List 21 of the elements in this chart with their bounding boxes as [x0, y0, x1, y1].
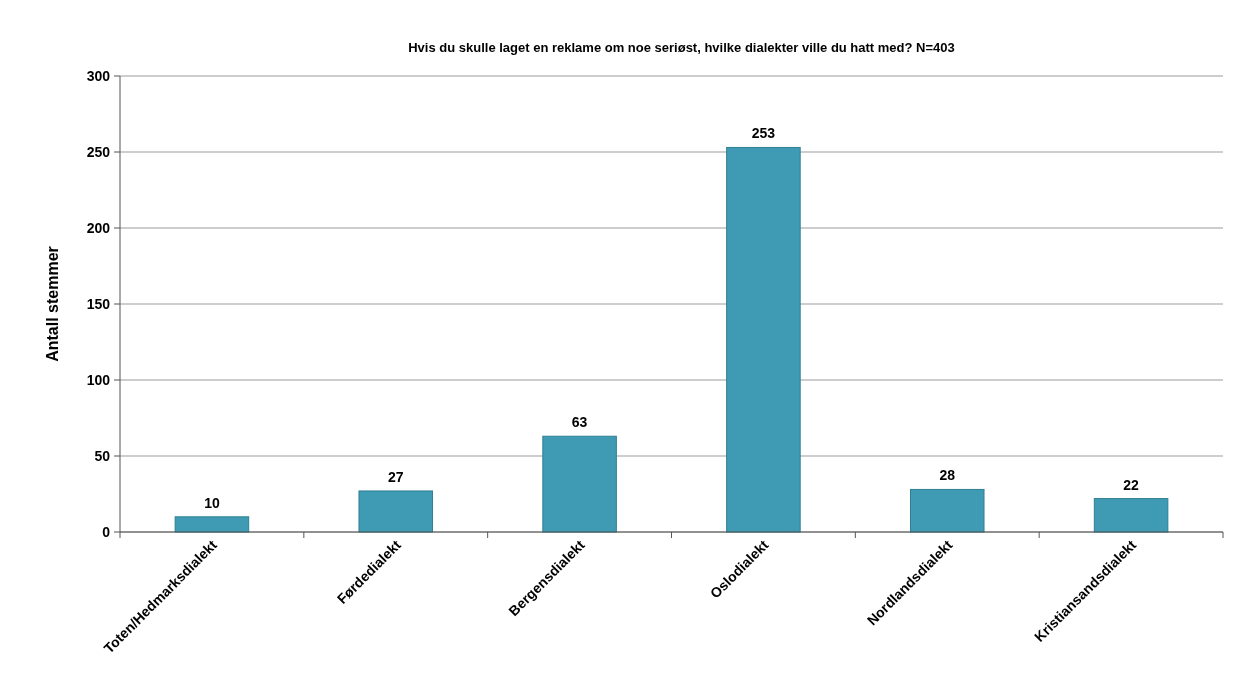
bar	[726, 146, 801, 533]
bar	[1093, 498, 1169, 533]
bar	[909, 488, 985, 533]
y-tick-label: 250	[86, 143, 111, 160]
y-tick-label: 100	[86, 371, 111, 388]
y-tick-label: 200	[86, 219, 111, 236]
data-label: 27	[387, 468, 404, 485]
bar	[358, 490, 434, 533]
bar	[542, 435, 617, 533]
data-label: 10	[204, 494, 220, 511]
bar	[174, 516, 250, 533]
data-label: 63	[571, 414, 588, 431]
y-tick-label: 50	[94, 447, 111, 464]
data-label: 253	[751, 125, 776, 142]
data-label: 22	[1123, 476, 1140, 493]
y-tick-label: 300	[86, 67, 111, 84]
y-tick-label: 150	[86, 295, 111, 312]
y-axis-title: Antall stemmer	[44, 246, 61, 362]
data-label: 28	[939, 467, 956, 484]
y-tick-label: 0	[102, 523, 111, 540]
chart-title: Hvis du skulle laget en reklame om noe seriøst, hvilke dialekter ville du hatt med? N=403	[408, 40, 955, 55]
